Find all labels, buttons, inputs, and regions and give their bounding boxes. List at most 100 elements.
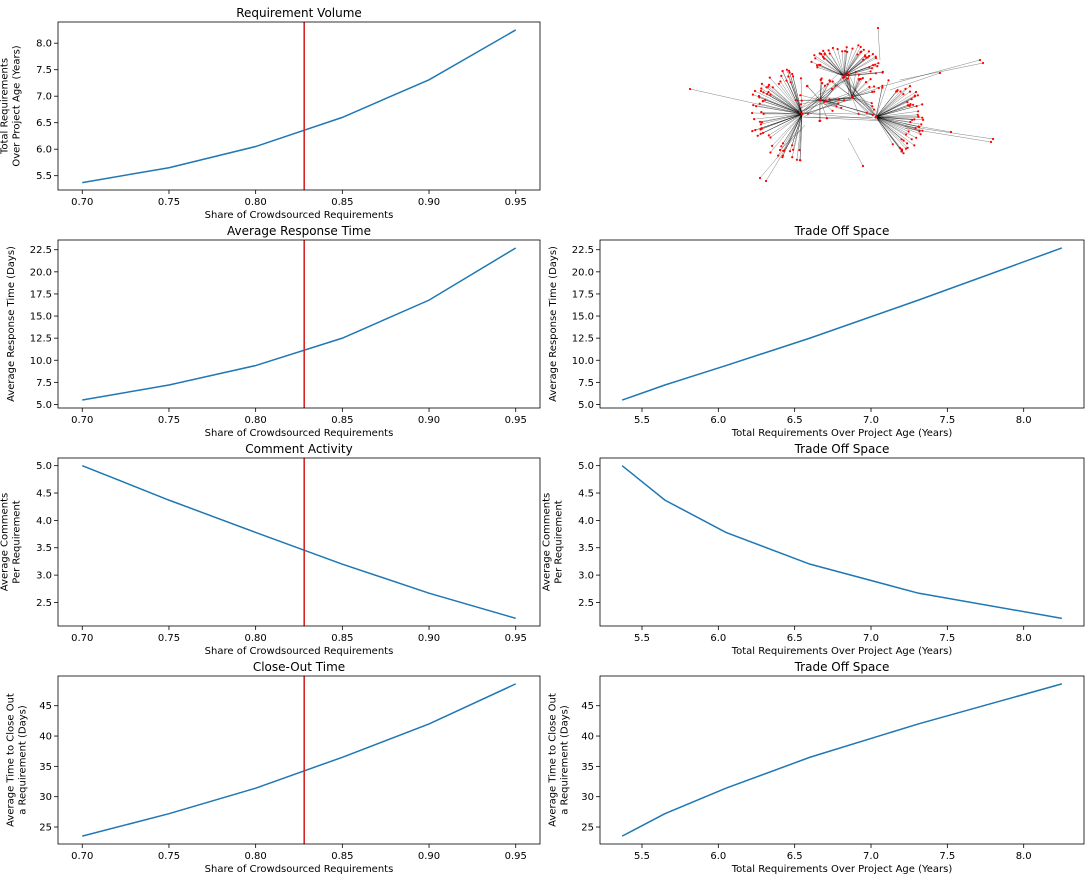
network-node (949, 130, 953, 134)
network-edge (762, 100, 803, 115)
network-node (836, 48, 839, 51)
network-node (823, 57, 826, 60)
network-node (785, 68, 789, 71)
y-tick-label: 2.5 (578, 598, 594, 609)
y-tick-label: 30 (581, 792, 594, 803)
chart-trade-off-space-response: Trade Off Space 5.5 6.0 6.5 7.0 7.5 8.0 5.0 7.5 1… (548, 224, 1085, 439)
network-edge (875, 116, 917, 138)
x-tick-label: 0.75 (158, 851, 180, 862)
x-tick-label: 0.95 (505, 415, 527, 426)
network-hub (874, 115, 878, 119)
network-edge (782, 113, 803, 144)
chart-title: Close-Out Time (253, 660, 345, 674)
axes-frame (599, 239, 1085, 409)
network-node (869, 78, 872, 81)
y-tick-label: 3.0 (36, 571, 52, 582)
network-node (820, 77, 823, 80)
network-node (918, 129, 921, 132)
network-node (758, 120, 762, 123)
network-edge (823, 98, 852, 105)
network-edge (848, 75, 853, 98)
network-node (876, 65, 879, 68)
network-node (877, 62, 880, 65)
axes-frame (57, 457, 541, 627)
x-tick-label: 7.5 (939, 633, 955, 644)
x-axis-label: Share of Crowdsourced Requirements (205, 864, 394, 875)
network-edge (851, 87, 879, 98)
network-node (785, 79, 788, 82)
network-node (764, 179, 768, 183)
network-edge (875, 85, 883, 118)
x-tick-label: 0.80 (245, 415, 267, 426)
network-edge (754, 113, 803, 120)
axes-frame (599, 457, 1085, 627)
x-tick-label: 8.0 (1016, 415, 1032, 426)
network-edge (875, 104, 909, 118)
network-edge (768, 86, 803, 115)
network-edge (768, 113, 803, 136)
network-edge (806, 85, 821, 101)
network-node (767, 90, 770, 94)
network-node (767, 134, 770, 137)
y-tick-label: 5.0 (578, 400, 594, 411)
network-node (865, 111, 868, 114)
network-edge (875, 91, 901, 118)
y-tick-label: 17.5 (572, 289, 594, 300)
network-node (907, 130, 910, 133)
network-edge (763, 113, 803, 134)
network-node (759, 89, 763, 93)
network-node (864, 54, 867, 57)
network-node (904, 87, 907, 90)
network-node (815, 64, 819, 67)
network-edge (837, 49, 845, 77)
x-tick-label: 0.95 (505, 633, 527, 644)
network-node (800, 99, 803, 102)
network-node (826, 83, 829, 86)
network-edge (796, 113, 803, 160)
chart-title: Comment Activity (245, 442, 352, 456)
network-node (902, 139, 905, 142)
network-node (914, 127, 917, 130)
network-node (777, 82, 781, 85)
network-edge (797, 71, 842, 112)
network-node (798, 111, 802, 114)
network-node (909, 120, 912, 124)
network-node (780, 74, 783, 77)
network-node (767, 85, 770, 88)
network-node (904, 147, 908, 150)
network-edge (843, 56, 876, 77)
network-edge (875, 85, 911, 118)
network-node (915, 105, 918, 108)
network-node (981, 61, 985, 65)
network-edge (760, 113, 803, 125)
network-node (908, 90, 912, 93)
network-node (835, 105, 838, 108)
network-node (751, 130, 754, 133)
x-tick-label: 0.85 (331, 851, 353, 862)
network-hub (800, 112, 804, 116)
network-node (820, 52, 823, 56)
y-tick-label: 7.5 (36, 378, 52, 389)
network-edge (875, 59, 981, 89)
network-node (789, 81, 792, 84)
network-edge (819, 99, 874, 115)
network-edge (847, 137, 864, 167)
network-node (822, 49, 825, 53)
network-node (787, 69, 791, 72)
network-node (922, 118, 925, 121)
network-node (917, 110, 920, 113)
network-edge (875, 116, 923, 118)
network-edge (769, 77, 803, 115)
network-edge (843, 52, 861, 77)
chart-trade-off-space-comments: Trade Off Space 5.5 6.0 6.5 7.0 7.5 8.0 2.5 3.0 3… (541, 442, 1085, 657)
network-node (760, 82, 764, 85)
network-node (751, 111, 754, 115)
y-tick-label: 3.5 (578, 543, 594, 554)
y-tick-label: 25 (581, 823, 594, 834)
network-edge (875, 116, 907, 149)
x-tick-label: 0.80 (245, 851, 267, 862)
network-node (769, 93, 772, 96)
network-node (857, 73, 861, 76)
network-edge (779, 129, 801, 151)
y-axis-label: Per Requirement (11, 500, 22, 584)
